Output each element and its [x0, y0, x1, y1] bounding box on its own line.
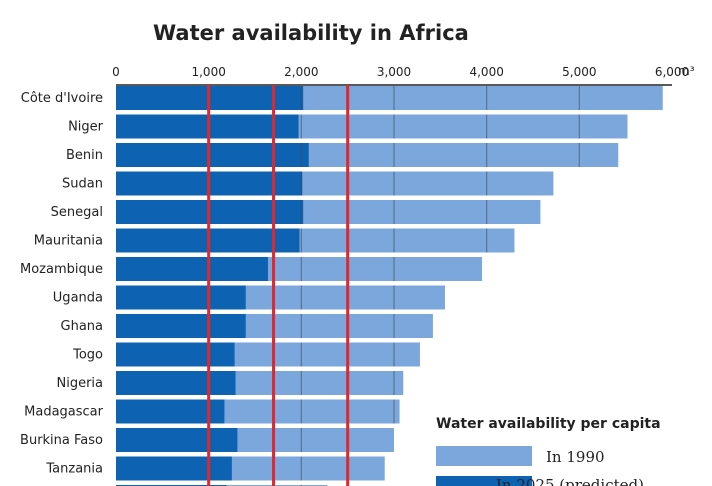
legend-swatch-2025	[436, 476, 532, 486]
reference-lines	[207, 85, 350, 486]
category-label-ghana: Ghana	[61, 319, 104, 334]
x-axis: 0 1,000 2,000 3,000 4,000 5,000 6,000	[112, 65, 689, 79]
category-label-togo: Togo	[72, 348, 103, 363]
x-tick-label: 6,000	[655, 65, 689, 79]
bar-2025-togo	[116, 342, 235, 367]
category-label-nigeria: Nigeria	[56, 376, 103, 391]
bar-2025-tanzania	[116, 456, 232, 481]
x-tick-label: 0	[112, 65, 120, 79]
x-tick-label: 5,000	[562, 65, 596, 79]
x-axis-unit-label: m³	[678, 64, 695, 78]
legend-label-2025: In 2025 (predicted)	[496, 476, 644, 486]
x-tick-label: 4,000	[469, 65, 503, 79]
category-label-niger: Niger	[68, 120, 104, 135]
legend-label-1990: In 1990	[546, 448, 605, 466]
legend-title: Water availability per capita	[436, 416, 661, 432]
category-label-mozambique: Mozambique	[20, 262, 103, 277]
legend-background	[420, 402, 712, 486]
category-label-mauritania: Mauritania	[34, 234, 103, 249]
category-label-senegal: Senegal	[51, 205, 103, 220]
legend-swatch-1990	[436, 446, 532, 466]
category-label-burkina-faso: Burkina Faso	[20, 433, 103, 448]
category-label-tanzania: Tanzania	[45, 462, 103, 477]
category-label-cote-d-ivoire: Côte d'Ivoire	[21, 91, 103, 106]
bar-2025-ghana	[116, 314, 246, 338]
bar-2025-madagascar	[116, 399, 225, 424]
x-tick-label: 2,000	[284, 65, 318, 79]
x-tick-label: 3,000	[377, 65, 411, 79]
category-label-madagascar: Madagascar	[24, 405, 104, 420]
category-label-uganda: Uganda	[53, 291, 103, 306]
bar-2025-uganda	[116, 285, 246, 310]
legend: Water availability per capita In 1990 In…	[420, 402, 712, 486]
bar-2025-nigeria	[116, 371, 236, 395]
x-tick-label: 1,000	[191, 65, 225, 79]
bar-2025-burkina-faso	[116, 428, 238, 452]
category-label-sudan: Sudan	[62, 177, 103, 192]
category-label-benin: Benin	[66, 148, 103, 163]
bar-2025-mozambique	[116, 257, 268, 281]
y-axis: Côte d'Ivoire Niger Benin Sudan Senegal Mauri…	[20, 91, 104, 477]
chart-title: Water availability in Africa	[153, 21, 469, 45]
bar-2025-benin	[116, 143, 309, 167]
